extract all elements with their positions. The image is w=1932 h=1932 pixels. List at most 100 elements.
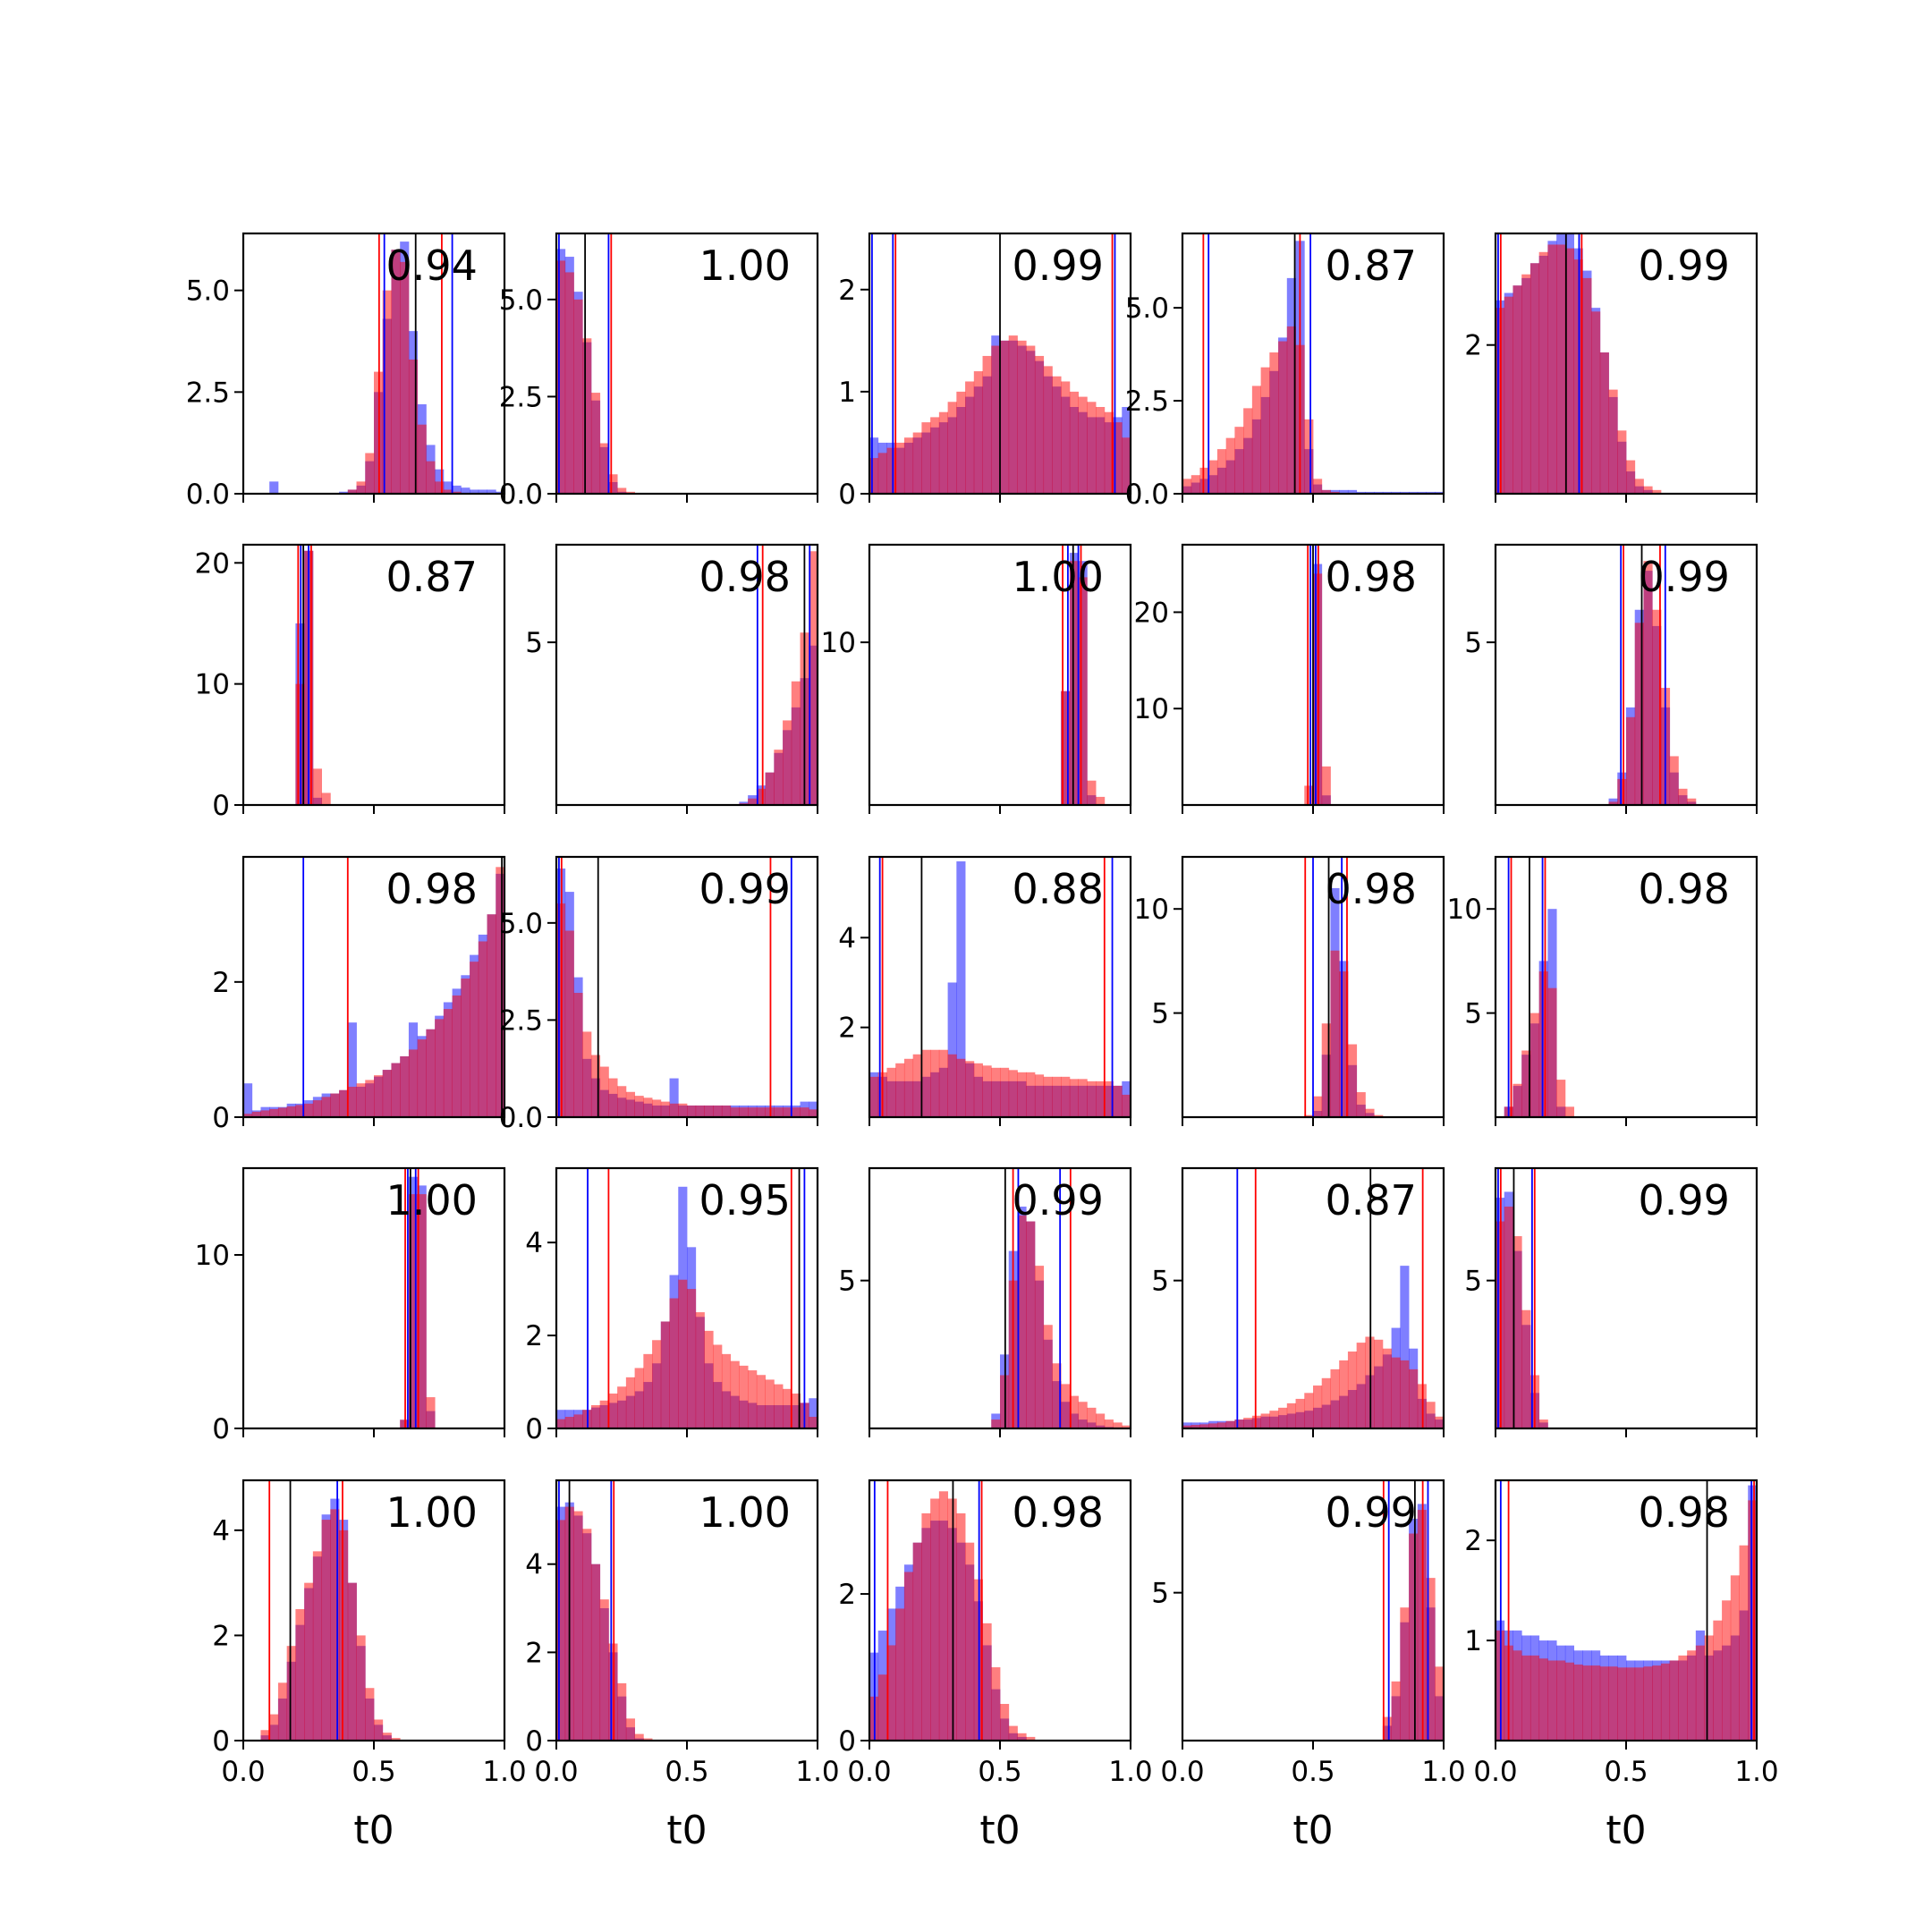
red-histogram-bar xyxy=(1339,971,1349,1117)
red-histogram-bar xyxy=(1513,285,1522,494)
red-histogram-bar xyxy=(774,750,784,805)
blue-histogram-bar xyxy=(478,489,487,494)
red-histogram-bar xyxy=(1304,419,1314,494)
red-histogram-bar xyxy=(739,1365,749,1428)
red-histogram-bar xyxy=(748,1370,758,1428)
y-tick-label: 1 xyxy=(1464,1625,1482,1657)
x-tick-label: 0.5 xyxy=(665,1756,708,1788)
red-histogram-bar xyxy=(1096,1080,1106,1117)
red-histogram-bar xyxy=(1556,1660,1566,1741)
red-histogram-bar xyxy=(1087,1407,1097,1428)
red-histogram-bar xyxy=(1104,1080,1114,1117)
red-histogram-bar xyxy=(251,1111,261,1117)
red-histogram-bar xyxy=(573,1511,583,1741)
red-histogram-bar xyxy=(1547,244,1557,494)
histogram-panel-r1-c0: 0 10 20 0.87 xyxy=(195,543,506,822)
blue-histogram-bar xyxy=(339,491,349,494)
histogram-panel-r2-c1: 0.0 2.5 5.0 0.99 xyxy=(499,855,819,1134)
red-histogram-bar xyxy=(965,1542,975,1741)
blue-histogram-bar xyxy=(1400,1266,1410,1428)
red-histogram-bar xyxy=(1382,1348,1392,1428)
red-histogram-bar xyxy=(1564,1662,1574,1741)
red-histogram-bar xyxy=(1078,577,1088,805)
red-histogram-bar xyxy=(1087,1080,1097,1117)
x-tick-label: 1.0 xyxy=(1108,1756,1152,1788)
red-histogram-bar xyxy=(1191,475,1200,494)
red-histogram-bar xyxy=(391,1063,401,1117)
red-histogram-bar xyxy=(903,437,914,494)
panel-annotation: 0.99 xyxy=(1012,242,1103,290)
red-histogram-bar xyxy=(1191,1425,1200,1428)
x-tick-label: 0.5 xyxy=(352,1756,395,1788)
red-histogram-bar xyxy=(461,979,470,1117)
red-histogram-bar xyxy=(1078,1079,1088,1117)
red-histogram-bar xyxy=(1096,796,1106,805)
red-histogram-bar xyxy=(608,1078,618,1117)
red-histogram-bar xyxy=(1199,467,1209,494)
blue-histogram-bar xyxy=(496,491,505,494)
red-histogram-bar xyxy=(921,422,931,494)
histogram-panel-r3-c1: 0 2 4 0.95 xyxy=(525,1166,819,1445)
red-histogram-bar xyxy=(1008,1725,1018,1741)
y-tick-label: 5 xyxy=(838,1266,856,1298)
blue-histogram-bar xyxy=(956,861,966,1117)
red-histogram-bar xyxy=(243,1114,253,1117)
red-histogram-bar xyxy=(1208,460,1218,494)
red-histogram-bar xyxy=(1504,296,1513,494)
red-histogram-bar xyxy=(1313,1385,1323,1428)
red-histogram-bar xyxy=(1687,798,1697,805)
red-histogram-bar xyxy=(1521,274,1531,494)
y-tick-label: 10 xyxy=(1134,693,1169,725)
red-histogram-bar xyxy=(1608,1666,1618,1741)
red-histogram-bar xyxy=(1652,489,1662,494)
red-histogram-bar xyxy=(1599,1666,1609,1741)
red-histogram-bar xyxy=(938,1049,948,1117)
panel-annotation: 0.99 xyxy=(1638,1176,1729,1224)
red-histogram-bar xyxy=(1374,1339,1384,1428)
red-histogram-bar xyxy=(1409,1533,1419,1741)
red-histogram-bar xyxy=(312,1100,322,1117)
red-histogram-bar xyxy=(1530,1655,1540,1741)
red-histogram-bar xyxy=(1652,1665,1662,1741)
red-histogram-bar xyxy=(1043,366,1053,494)
panel-annotation: 0.98 xyxy=(1325,553,1416,601)
red-histogram-bar xyxy=(400,1055,410,1117)
red-histogram-bar xyxy=(965,1061,975,1117)
red-histogram-bar xyxy=(1034,1074,1045,1117)
red-histogram-bar xyxy=(938,1491,948,1741)
histogram-panel-r1-c4: 50.99 xyxy=(1464,543,1758,814)
red-histogram-bar xyxy=(1626,460,1636,494)
y-tick-label: 5 xyxy=(1151,1266,1169,1298)
panels: 0.02.55.00.940.02.55.01.000120.990.02.55… xyxy=(186,232,1779,1788)
red-histogram-bar xyxy=(1713,1620,1723,1741)
x-tick-label: 0.0 xyxy=(1473,1756,1517,1788)
red-histogram-bar xyxy=(1530,1013,1540,1117)
red-histogram-bar xyxy=(1643,486,1653,494)
red-histogram-bar xyxy=(1078,1402,1088,1428)
red-histogram-bar xyxy=(1643,561,1653,805)
red-histogram-bar xyxy=(1017,340,1027,494)
red-histogram-bar xyxy=(1591,311,1601,494)
y-tick-label: 2 xyxy=(212,967,230,999)
red-histogram-bar xyxy=(1435,1666,1445,1741)
red-histogram-bar xyxy=(1321,1377,1331,1428)
red-histogram-bar xyxy=(1617,430,1627,494)
histogram-panel-r1-c1: 50.98 xyxy=(525,543,819,814)
red-histogram-bar xyxy=(1339,1360,1349,1428)
y-tick-label: 2 xyxy=(525,1320,543,1352)
red-histogram-bar xyxy=(1061,691,1071,805)
red-histogram-bar xyxy=(956,391,966,494)
red-histogram-bar xyxy=(1182,1425,1192,1428)
red-histogram-bar xyxy=(1269,1411,1279,1428)
histogram-panel-r4-c3: 5 0.0 0.5 1.0 0.99 xyxy=(1151,1479,1466,1788)
red-histogram-bar xyxy=(783,1107,792,1117)
red-histogram-bar xyxy=(912,1542,922,1741)
y-tick-label: 4 xyxy=(838,922,856,954)
red-histogram-bar xyxy=(765,772,775,805)
histogram-panel-r3-c0: 0 10 1.00 xyxy=(195,1166,506,1445)
red-histogram-bar xyxy=(774,1107,784,1117)
red-histogram-bar xyxy=(1426,1402,1436,1428)
red-histogram-bar xyxy=(599,1599,609,1741)
red-histogram-bar xyxy=(783,720,792,805)
y-tick-label: 0 xyxy=(212,790,230,822)
